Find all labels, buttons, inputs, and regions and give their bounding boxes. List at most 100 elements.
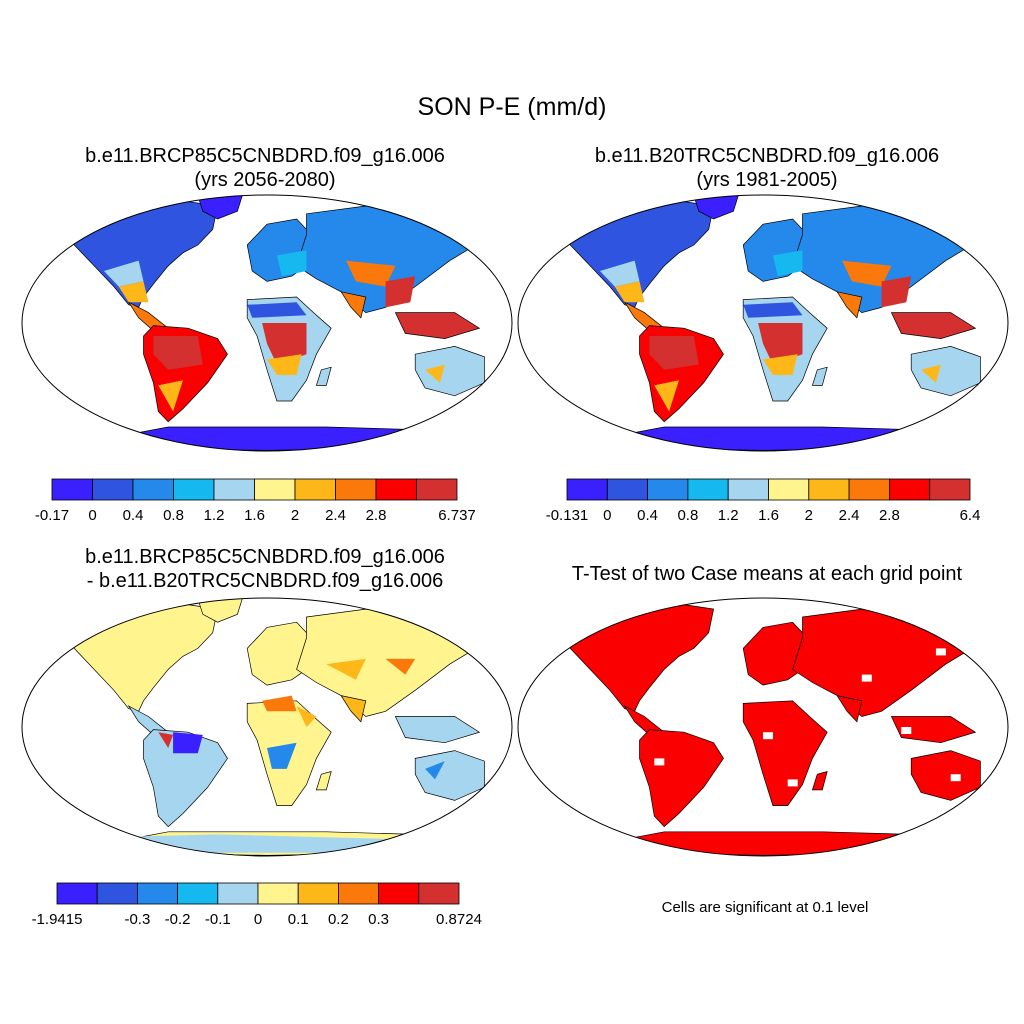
panel-1-title-line2: (yrs 2056-2080) <box>194 169 336 191</box>
colorbar-swatch <box>418 882 460 905</box>
not-significant-cell <box>688 674 699 682</box>
colorbar-tick-label: 0 <box>603 507 611 524</box>
land-ind <box>836 695 863 723</box>
land-nz <box>984 794 1001 815</box>
field-detail <box>247 302 307 318</box>
field-detail <box>158 732 174 748</box>
colorbar-swatch <box>727 478 769 501</box>
field-detail <box>262 695 297 712</box>
colorbar-tick-label: 0.3 <box>368 911 389 928</box>
land-aus <box>910 750 981 801</box>
land-seasia <box>394 716 481 744</box>
land-nz <box>488 390 505 410</box>
colorbar-swatch <box>56 882 98 905</box>
not-significant-cell <box>901 727 912 734</box>
colorbar-tick-label: -1.9415 <box>32 911 83 928</box>
field-detail <box>743 302 803 318</box>
field-detail <box>649 336 699 370</box>
land-sa <box>143 729 228 828</box>
panel-3-title: b.e11.BRCP85C5CNBDRD.f09_g16.006 - b.e11… <box>20 545 510 593</box>
colorbar-swatch <box>51 478 93 501</box>
field-detail <box>276 250 307 277</box>
land-mada <box>811 366 828 386</box>
map-panel-1 <box>21 194 513 452</box>
colorbar-swatch <box>96 882 138 905</box>
panel-1-title: b.e11.BRCP85C5CNBDRD.f09_g16.006 (yrs 20… <box>20 144 510 192</box>
colorbar-swatch <box>808 478 850 501</box>
colorbar-swatch <box>929 478 971 501</box>
colorbar-tick-label: 0 <box>88 507 96 524</box>
colorbar-swatch <box>254 478 296 501</box>
colorbar-swatch <box>337 882 379 905</box>
not-significant-cell <box>822 713 833 721</box>
not-significant-cell <box>950 774 961 782</box>
map-panel-2 <box>517 194 1009 452</box>
colorbar-tick-label: -0.17 <box>35 507 69 524</box>
land-aus <box>414 750 485 801</box>
field-detail <box>425 761 445 780</box>
colorbar-swatch <box>687 478 729 501</box>
colorbar-swatch <box>294 478 336 501</box>
field-detail <box>772 250 803 277</box>
field-detail <box>758 323 803 365</box>
colorbar-tick-label: 6.737 <box>438 507 476 524</box>
field-detail <box>262 323 307 365</box>
field-detail <box>600 260 640 287</box>
field-detail <box>153 336 203 370</box>
not-significant-cell <box>787 779 798 787</box>
panel-3-title-line1: b.e11.BRCP85C5CNBDRD.f09_g16.006 <box>85 546 445 568</box>
colorbar-swatch <box>888 478 931 501</box>
colorbar-tick-label: 2.4 <box>839 507 860 524</box>
colorbar-tick-label: -0.2 <box>165 911 191 928</box>
map-panel-3 <box>21 597 513 857</box>
colorbar-tick-label: 0.8724 <box>436 911 482 928</box>
map-panel-4 <box>517 597 1009 857</box>
field-detail <box>614 281 645 303</box>
panel-1-title-line1: b.e11.BRCP85C5CNBDRD.f09_g16.006 <box>85 145 445 167</box>
field-detail <box>385 276 416 308</box>
colorbar-tick-label: 2.4 <box>325 507 346 524</box>
panel-2-title: b.e11.B20TRC5CNBDRD.f09_g16.006 (yrs 198… <box>522 144 1012 192</box>
panel-2-title-line1: b.e11.B20TRC5CNBDRD.f09_g16.006 <box>594 145 940 167</box>
colorbar-swatch <box>213 478 255 501</box>
colorbar-swatch <box>297 882 339 905</box>
map-outline <box>21 194 513 452</box>
field-detail <box>118 281 149 303</box>
field-detail <box>173 732 203 754</box>
colorbar-tick-label: 1.6 <box>758 507 779 524</box>
land-ant <box>594 426 956 451</box>
colorbar-3: -1.9415 -0.3 -0.2 -0.1 0 0.1 0.2 0.3 0.8724 <box>32 882 482 928</box>
colorbar-swatch <box>173 478 215 501</box>
field-detail <box>346 260 396 287</box>
colorbar-swatch <box>566 478 608 501</box>
map-land-group <box>555 195 1001 451</box>
field-detail <box>267 354 302 375</box>
colorbar-tick-label: 1.2 <box>718 507 739 524</box>
colorbar-swatch <box>137 882 179 905</box>
land-aus <box>414 346 485 397</box>
colorbar-tick-label: 0.1 <box>288 911 309 928</box>
colorbar-2: -0.131 0 0.4 0.8 1.2 1.6 2 2.4 2.8 6.4 <box>546 478 980 524</box>
not-significant-cell <box>861 674 872 682</box>
colorbar-swatch <box>335 478 377 501</box>
field-detail <box>654 380 679 412</box>
field-detail <box>267 742 297 769</box>
land-mada <box>315 771 332 791</box>
colorbar-swatch <box>92 478 134 501</box>
land-nz <box>984 390 1001 410</box>
land-ind <box>836 291 863 319</box>
land-seasia <box>890 312 977 339</box>
colorbar-tick-label: 0.8 <box>163 507 184 524</box>
land-seasia <box>890 716 977 744</box>
panel-2-title-line2: (yrs 1981-2005) <box>696 169 838 191</box>
colorbar-swatch <box>848 478 890 501</box>
colorbar-tick-label: -0.1 <box>205 911 231 928</box>
colorbar-swatch <box>257 882 299 905</box>
land-ind <box>340 291 367 319</box>
field-detail <box>296 706 317 727</box>
not-significant-cell <box>728 643 739 651</box>
field-detail <box>118 834 416 853</box>
not-significant-cell <box>763 732 773 740</box>
colorbar-swatch <box>177 882 219 905</box>
not-significant-cell <box>935 648 946 656</box>
